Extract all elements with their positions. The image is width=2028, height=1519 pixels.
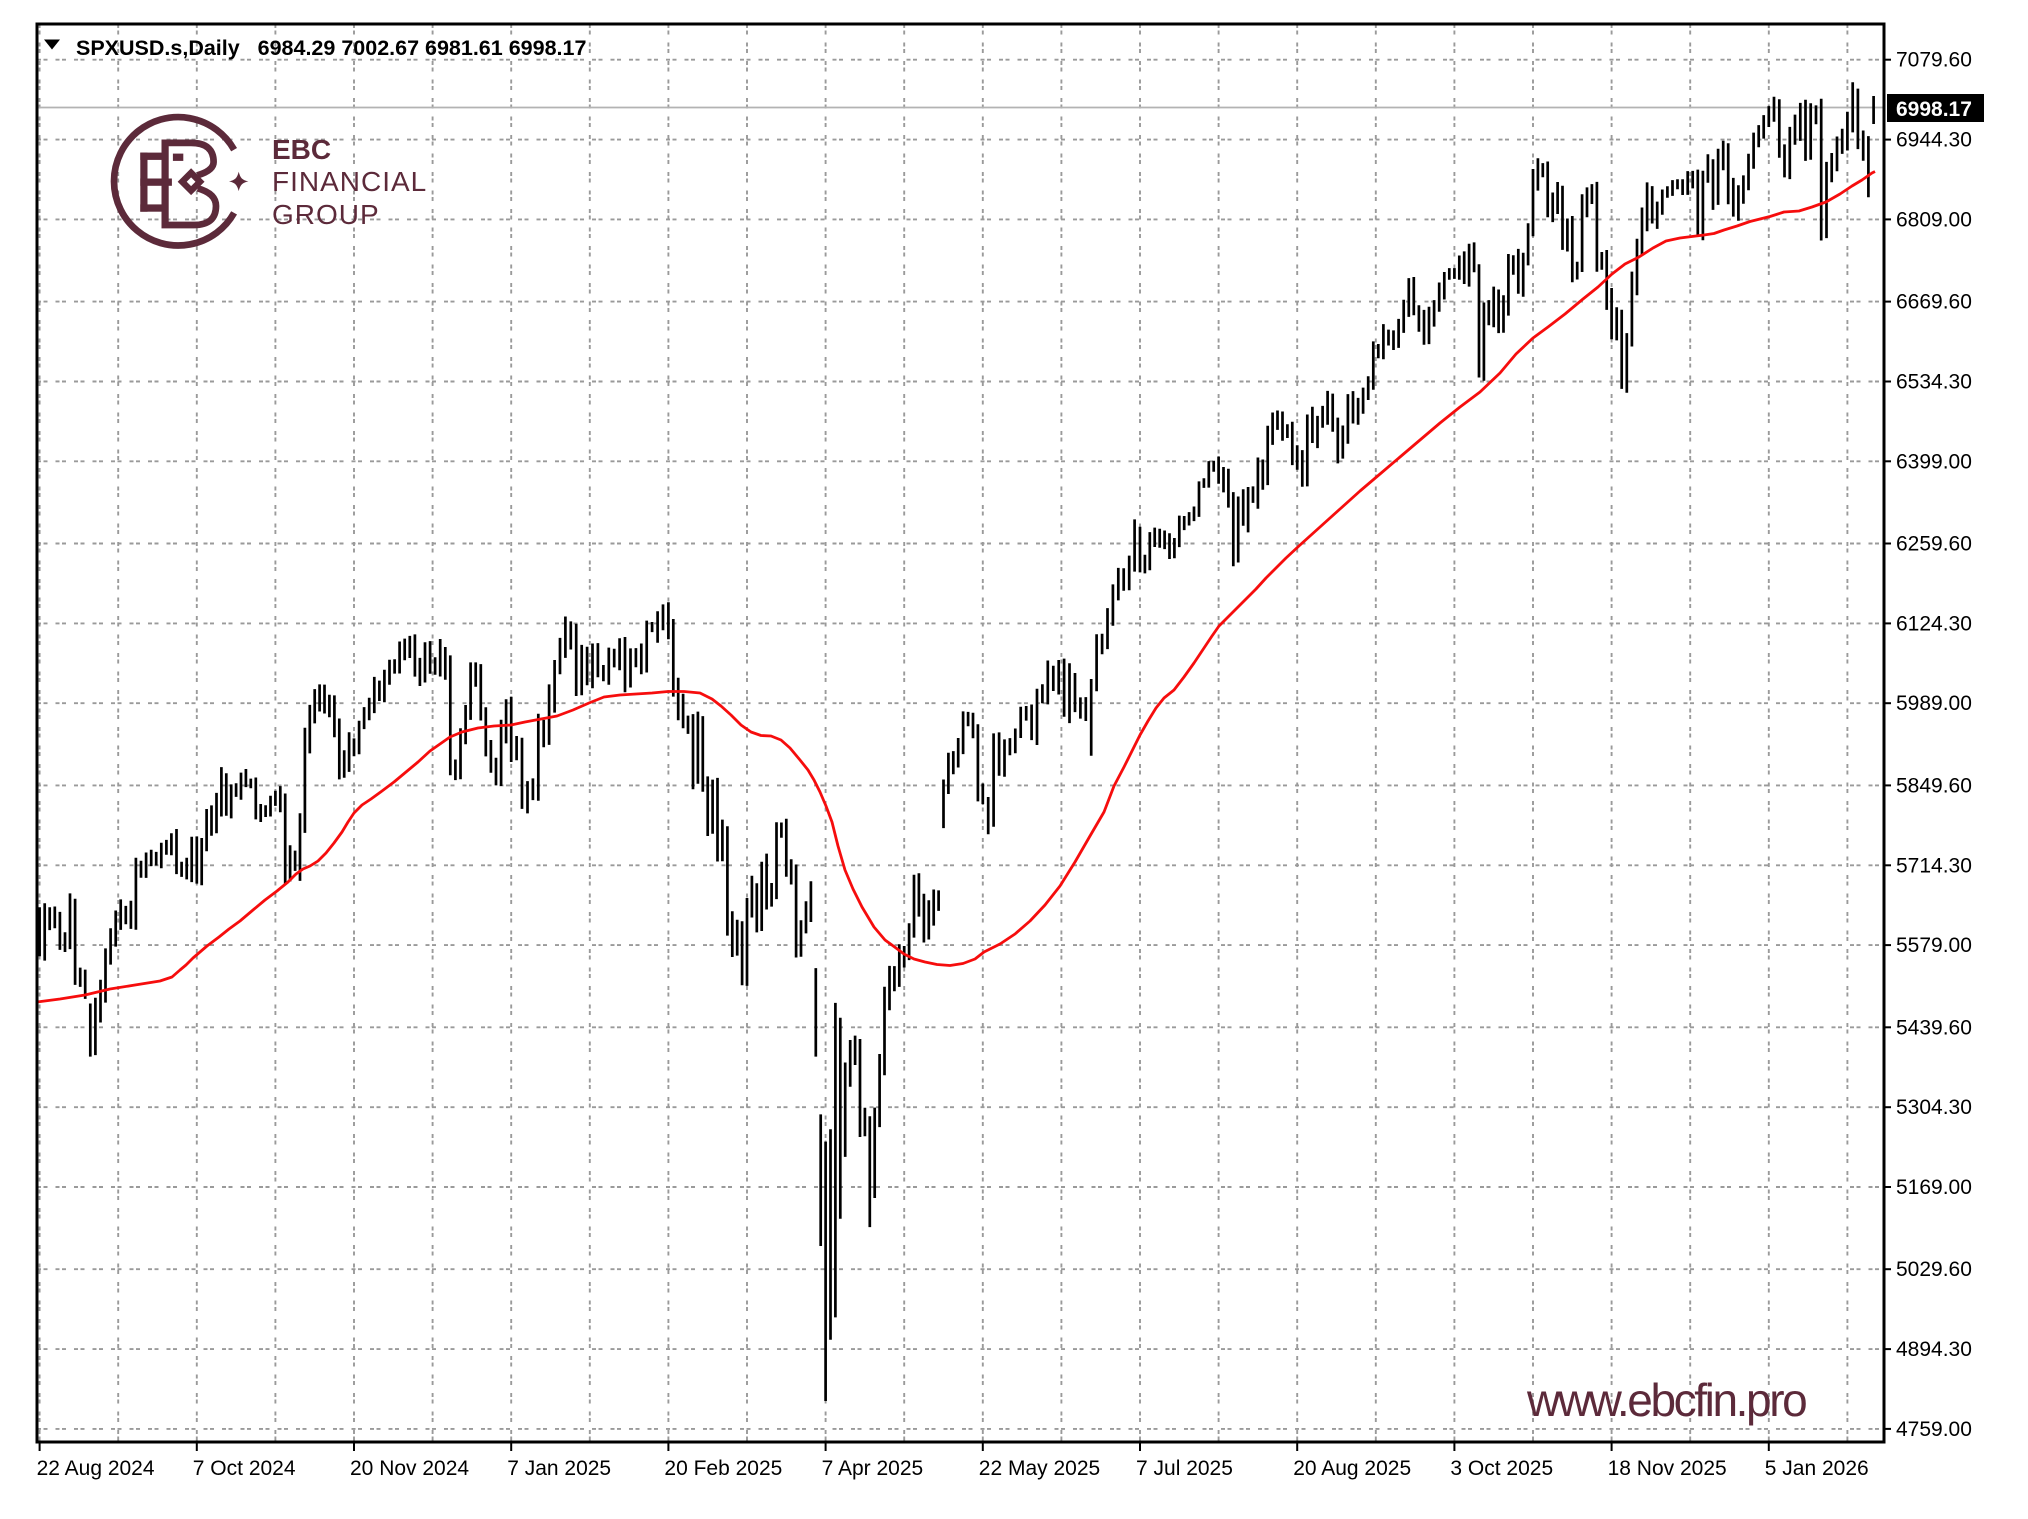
svg-text:5304.30: 5304.30: [1896, 1096, 1972, 1119]
svg-text:22 Aug 2024: 22 Aug 2024: [37, 1457, 155, 1480]
svg-text:6998.17: 6998.17: [1896, 98, 1972, 121]
svg-text:18 Nov 2025: 18 Nov 2025: [1608, 1457, 1727, 1480]
svg-text:20 Feb 2025: 20 Feb 2025: [664, 1457, 782, 1480]
svg-text:6669.60: 6669.60: [1896, 291, 1972, 314]
svg-text:7 Jul 2025: 7 Jul 2025: [1136, 1457, 1233, 1480]
svg-text:22 May 2025: 22 May 2025: [979, 1457, 1100, 1480]
svg-text:GROUP: GROUP: [272, 199, 380, 230]
svg-text:EBC: EBC: [272, 134, 331, 165]
svg-text:5 Jan 2026: 5 Jan 2026: [1765, 1457, 1869, 1480]
svg-text:6124.30: 6124.30: [1896, 612, 1972, 635]
svg-text:SPXUSD.s,Daily 6984.29 7002.: SPXUSD.s,Daily 6984.29 7002.67 6981.61 6…: [76, 36, 586, 60]
svg-text:5849.60: 5849.60: [1896, 774, 1972, 797]
svg-text:6399.00: 6399.00: [1896, 450, 1972, 473]
svg-text:7 Apr 2025: 7 Apr 2025: [822, 1457, 924, 1480]
svg-text:7079.60: 7079.60: [1896, 49, 1972, 72]
svg-text:3 Oct 2025: 3 Oct 2025: [1450, 1457, 1553, 1480]
svg-text:5439.60: 5439.60: [1896, 1016, 1972, 1039]
svg-text:5029.60: 5029.60: [1896, 1258, 1972, 1281]
svg-text:5169.00: 5169.00: [1896, 1176, 1972, 1199]
svg-text:20 Aug 2025: 20 Aug 2025: [1293, 1457, 1411, 1480]
svg-text:6534.30: 6534.30: [1896, 371, 1972, 394]
svg-text:6809.00: 6809.00: [1896, 208, 1972, 231]
svg-text:5579.00: 5579.00: [1896, 934, 1972, 957]
svg-text:7 Oct 2024: 7 Oct 2024: [193, 1457, 296, 1480]
svg-text:7 Jan 2025: 7 Jan 2025: [507, 1457, 611, 1480]
svg-text:20 Nov 2024: 20 Nov 2024: [350, 1457, 469, 1480]
svg-text:6944.30: 6944.30: [1896, 129, 1972, 152]
svg-text:FINANCIAL: FINANCIAL: [272, 166, 427, 197]
svg-text:4894.30: 4894.30: [1896, 1338, 1972, 1361]
svg-text:6259.60: 6259.60: [1896, 533, 1972, 556]
svg-text:4759.00: 4759.00: [1896, 1418, 1972, 1441]
svg-text:5714.30: 5714.30: [1896, 854, 1972, 877]
svg-text:5989.00: 5989.00: [1896, 692, 1972, 715]
svg-text:www.ebcfin.pro: www.ebcfin.pro: [1526, 1374, 1806, 1426]
